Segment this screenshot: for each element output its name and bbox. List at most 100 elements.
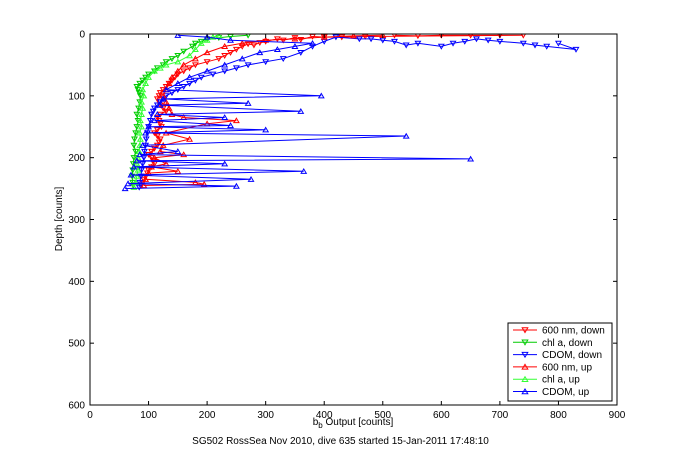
data-point	[133, 124, 141, 131]
data-point	[142, 175, 150, 182]
data-point	[136, 135, 144, 142]
data-point	[132, 148, 140, 155]
data-point	[543, 43, 551, 50]
legend-label: chl a, down	[542, 338, 593, 349]
data-point	[273, 36, 281, 43]
data-point	[467, 155, 475, 162]
data-point	[414, 40, 422, 47]
y-tick-label: 400	[68, 277, 85, 288]
data-point	[297, 49, 305, 56]
data-point	[174, 148, 182, 155]
data-point	[203, 34, 211, 40]
data-point	[244, 99, 252, 106]
data-point	[142, 136, 150, 143]
data-point	[136, 80, 144, 87]
data-point	[221, 114, 229, 121]
legend-label: 600 nm, down	[542, 326, 605, 337]
data-point	[238, 43, 246, 50]
data-point	[156, 90, 164, 97]
data-point	[197, 39, 205, 46]
data-point	[191, 77, 199, 84]
series-line	[138, 36, 577, 188]
data-point	[136, 129, 144, 136]
data-point	[174, 34, 182, 38]
x-axis-label: bb Output [counts]	[313, 417, 394, 430]
data-point	[142, 129, 150, 136]
legend-label: chl a, up	[542, 375, 580, 386]
data-point	[124, 180, 132, 187]
data-point	[155, 93, 163, 100]
data-point	[140, 148, 148, 155]
data-point	[130, 155, 138, 161]
data-point	[227, 49, 235, 56]
data-point	[180, 61, 188, 68]
data-point	[317, 92, 325, 99]
data-point	[414, 34, 421, 40]
data-point	[391, 38, 398, 45]
y-tick-label: 0	[79, 30, 85, 41]
data-point	[188, 43, 196, 50]
data-point	[133, 160, 141, 167]
data-point	[355, 36, 363, 43]
data-point	[156, 121, 164, 127]
data-point	[238, 55, 246, 62]
data-point	[186, 135, 194, 142]
x-tick-label: 500	[374, 410, 391, 421]
data-point	[136, 93, 144, 100]
data-point	[297, 36, 305, 43]
data-point	[461, 38, 469, 45]
data-point	[497, 34, 503, 39]
data-point	[180, 68, 188, 75]
data-point	[572, 46, 580, 53]
series-4	[130, 34, 223, 190]
data-point	[156, 136, 164, 143]
y-tick-label: 100	[68, 91, 85, 102]
data-point	[156, 148, 164, 155]
data-point	[148, 148, 155, 155]
data-point	[174, 53, 182, 59]
data-point	[250, 42, 258, 49]
data-point	[467, 34, 474, 39]
data-point	[309, 39, 316, 46]
data-point	[159, 92, 167, 99]
data-point	[165, 104, 173, 111]
data-point	[159, 141, 167, 148]
data-point	[132, 130, 140, 137]
data-point	[402, 132, 410, 139]
y-tick-label: 500	[68, 339, 85, 350]
tick-layer: 0 100 200 300 400 500 600 700 800 900 0 100 200 300 40…	[68, 30, 625, 422]
series-line	[125, 34, 471, 190]
data-point	[232, 65, 240, 72]
data-point	[449, 40, 457, 47]
data-point	[291, 35, 299, 42]
data-point	[191, 179, 199, 185]
data-point	[367, 36, 375, 43]
data-point	[215, 56, 223, 63]
data-point	[168, 56, 176, 63]
data-point	[153, 111, 161, 117]
x-tick-label: 600	[433, 410, 450, 421]
data-point	[247, 175, 255, 182]
data-point	[437, 43, 445, 50]
data-point	[197, 38, 205, 45]
data-point	[139, 86, 147, 93]
data-point	[142, 80, 150, 87]
data-point	[391, 34, 398, 39]
x-tick-label: 800	[550, 410, 567, 421]
legend-label: CDOM, up	[542, 387, 590, 398]
data-point	[150, 154, 158, 161]
data-point	[262, 36, 270, 43]
data-point	[156, 101, 164, 108]
data-point	[156, 64, 164, 71]
data-point	[332, 34, 340, 41]
x-tick-label: 900	[609, 410, 626, 421]
data-point	[232, 46, 240, 53]
data-point	[245, 34, 251, 39]
data-point	[159, 95, 167, 102]
x-tick-label: 700	[492, 410, 509, 421]
data-point	[133, 111, 141, 118]
data-point	[227, 36, 235, 43]
data-point	[168, 90, 176, 97]
data-point	[138, 167, 146, 174]
